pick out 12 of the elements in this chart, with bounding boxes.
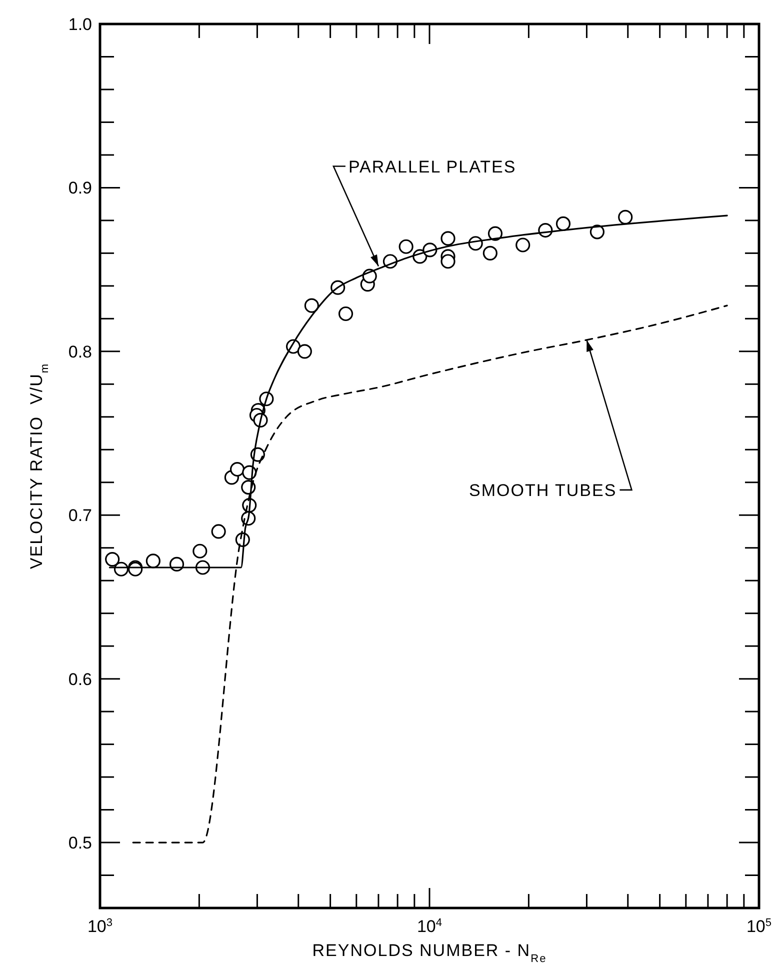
annotation: PARALLEL PLATES	[348, 157, 516, 176]
y-tick-label: 0.5	[68, 834, 92, 853]
y-tick-label: 0.7	[68, 506, 92, 526]
x-tick-label: 10$^{5}$	[746, 917, 772, 936]
x-axis-title: REYNOLDS NUMBER - N$_{Re}$	[312, 941, 547, 963]
y-tick-label: 0.8	[68, 342, 92, 362]
y-tick-label: 1.0	[68, 15, 92, 34]
annotation: SMOOTH TUBES	[469, 480, 617, 500]
y-tick-label: 0.9	[68, 178, 92, 198]
x-tick-label: 10$^{4}$	[416, 917, 442, 936]
y-tick-label: 0.6	[68, 670, 92, 689]
x-tick-label: 10$^{3}$	[87, 917, 113, 936]
